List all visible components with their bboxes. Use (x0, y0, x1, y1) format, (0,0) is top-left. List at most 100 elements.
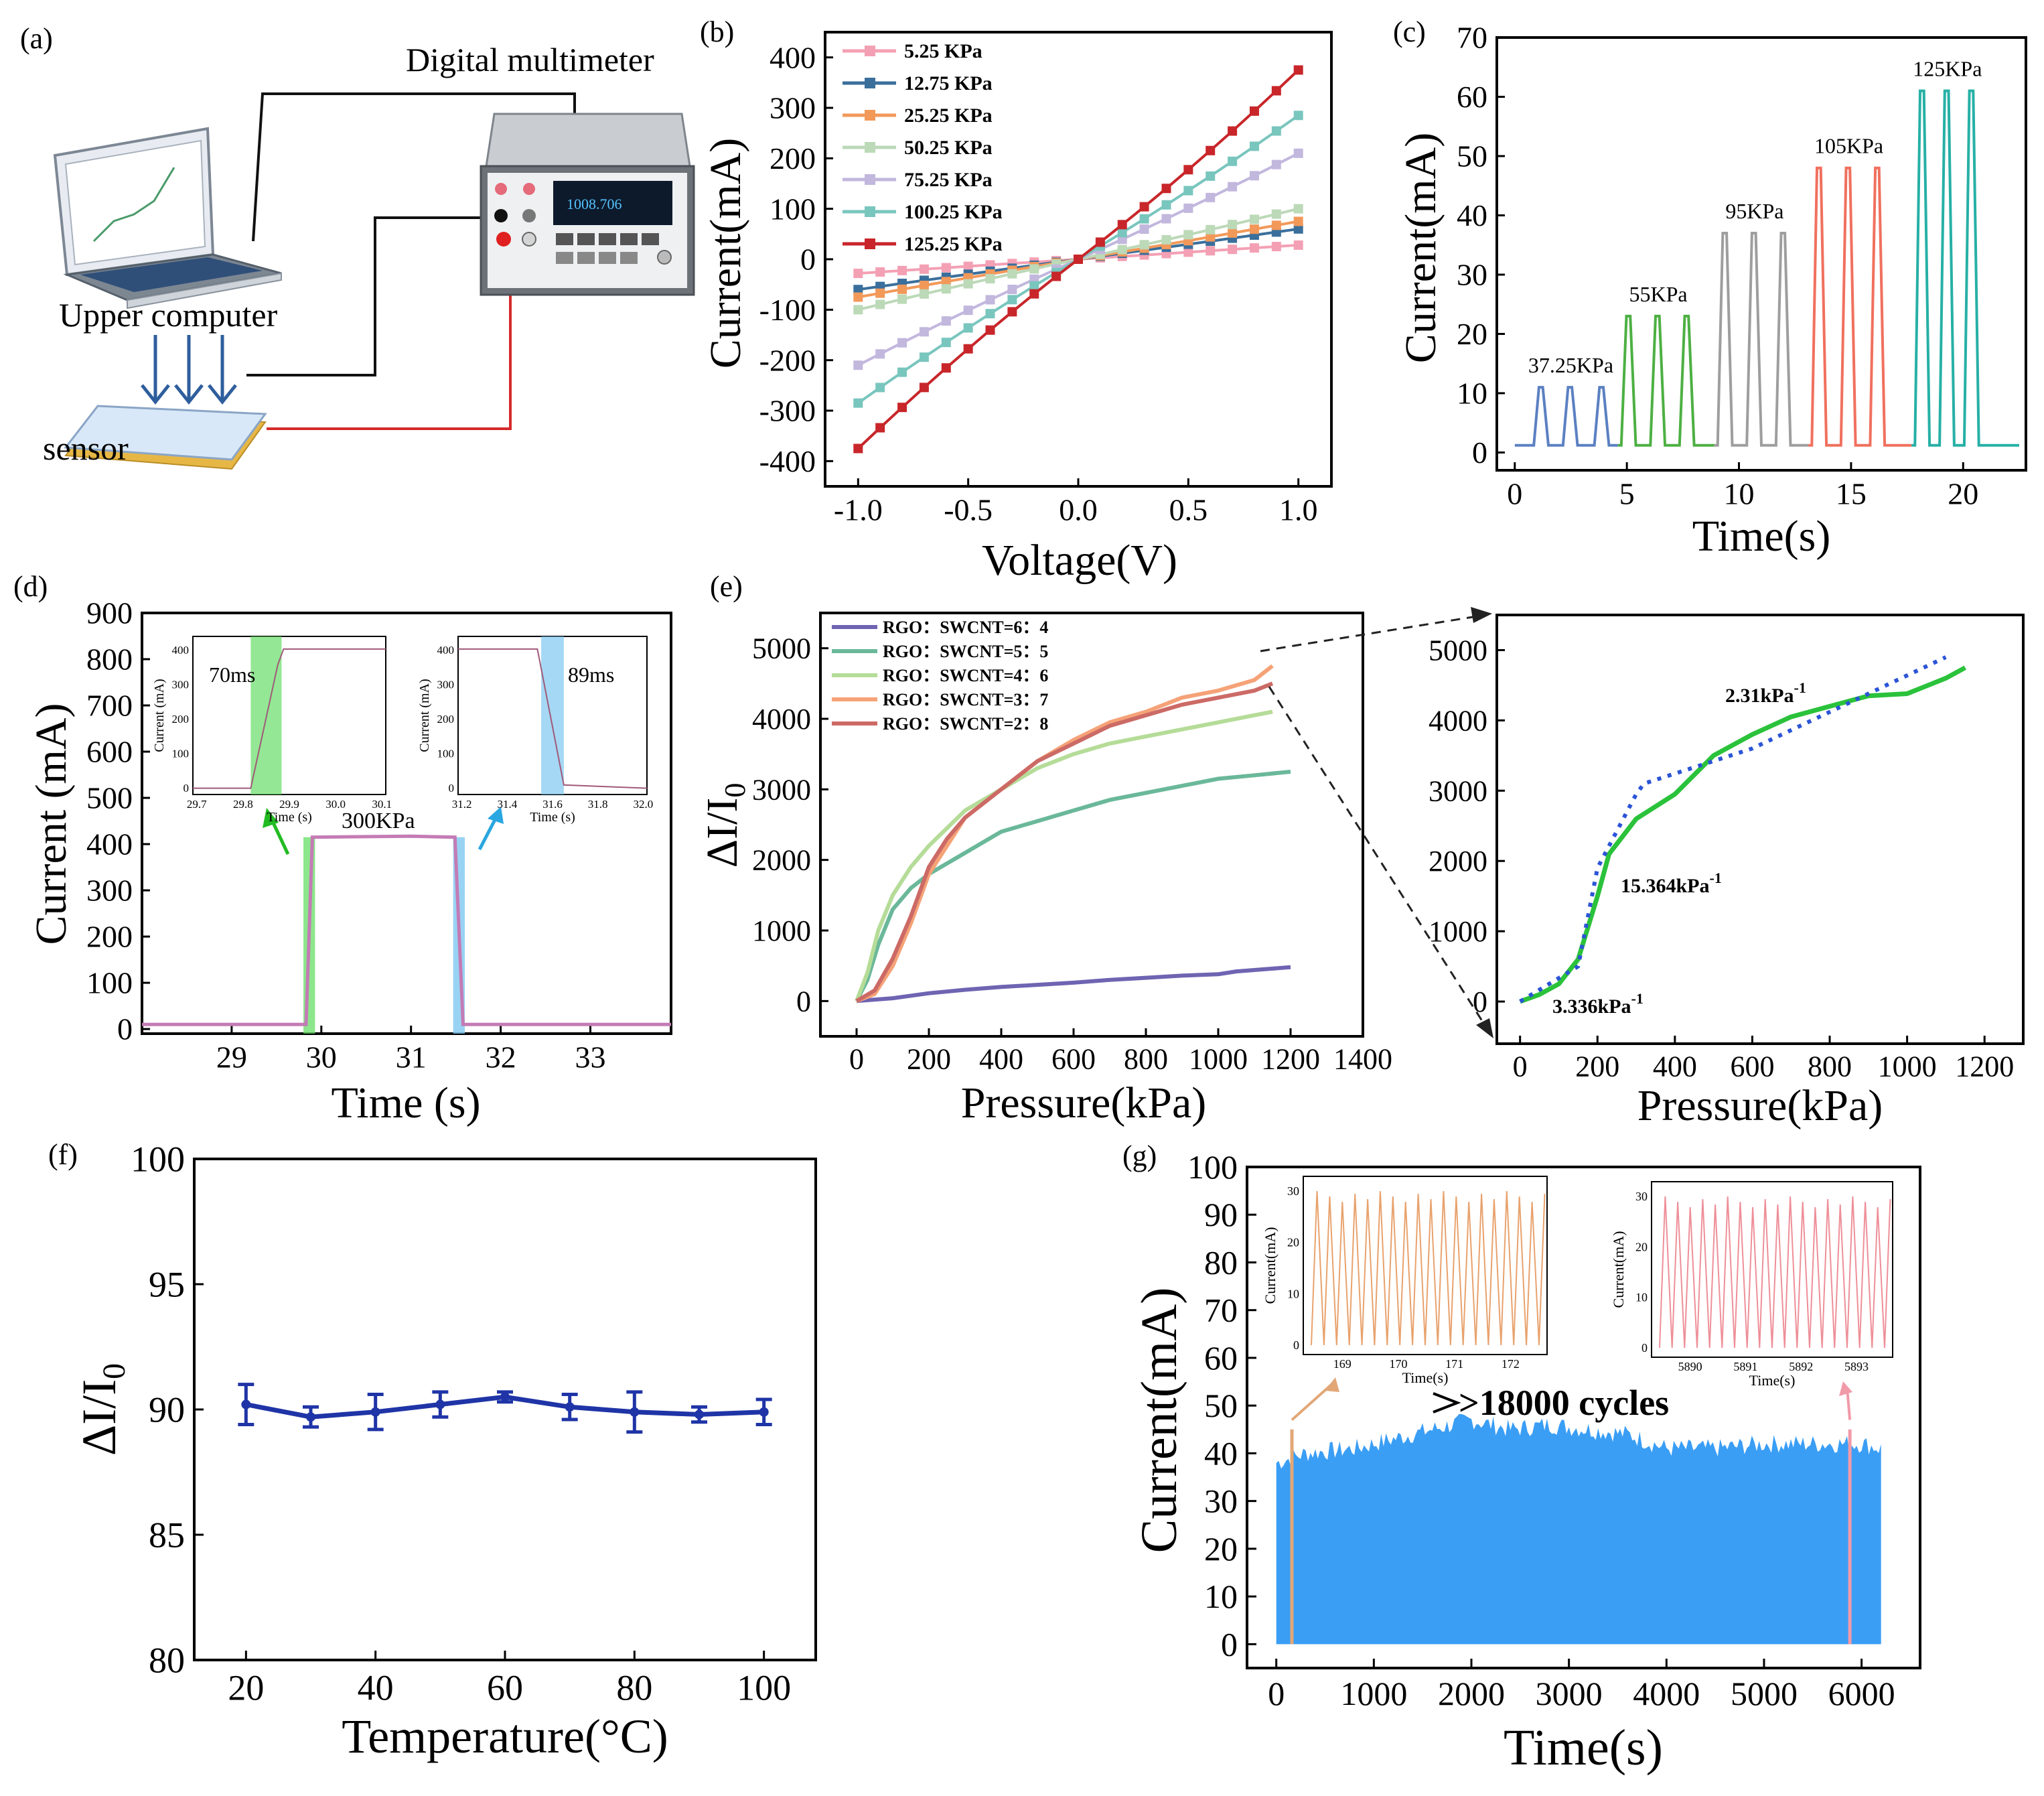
g-inset-left-trace (1311, 1190, 1546, 1346)
chart-b-point (1271, 209, 1281, 219)
e-ytick-label: 1000 (752, 914, 811, 947)
chart-e2-fit-line (1519, 655, 1947, 1004)
chart-b-point (1183, 203, 1193, 213)
chart-c-group-label: 105KPa (1814, 134, 1883, 158)
e-ytick-label: 2000 (752, 844, 811, 877)
chart-f-ylabel: ΔI/I0 (72, 1363, 132, 1456)
chart-f-xticks: 20 40 60 80 100 (228, 1651, 791, 1708)
e-ytick-label: 3000 (752, 773, 811, 806)
chart-b-legend-label: 125.25 KPa (904, 233, 1003, 255)
g-ytick-label: 10 (1204, 1578, 1238, 1615)
chart-b-point (1029, 289, 1039, 299)
chart-d-rise-time: 70ms (209, 663, 255, 687)
g-xtick-label: 3000 (1536, 1675, 1603, 1712)
d-inset-left-xtick-label: 30.0 (325, 798, 346, 811)
e2-xtick-label: 0 (1513, 1050, 1528, 1083)
b-ytick-label: -200 (759, 343, 816, 377)
chart-c-group-label: 55KPa (1629, 282, 1687, 306)
wire-sensor-meter-red (267, 238, 512, 430)
chart-b-point (919, 327, 929, 337)
chart-b-point (875, 383, 885, 393)
d-inset-right-ytick-label: 100 (437, 748, 455, 760)
chart-b-point (1007, 295, 1017, 305)
chart-e-legend: RGO：SWCNT=6：4 RGO：SWCNT=5：5 RGO：SWCNT=4：6 R… (832, 618, 1048, 734)
chart-b-legend-label: 25.25 KPa (904, 105, 993, 127)
c-ytick-label: 20 (1457, 317, 1487, 351)
chart-d-inset-right: 31.2 31.4 31.6 31.8 32.0 0 100 200 300 400 Time (s… (417, 636, 653, 825)
chart-b-point (1293, 204, 1303, 214)
chart-e2-annotation-3-sup: -1 (1794, 679, 1806, 696)
panel-label-f: (f) (48, 1138, 78, 1171)
panel-d: (d) 0 100 200 300 400 500 600 700 800 900 29 30 31 3… (13, 570, 672, 1127)
c-ytick-label: 10 (1457, 376, 1487, 411)
chart-b-point (1271, 126, 1281, 136)
e2-ytick-label: 1000 (1429, 915, 1487, 948)
chart-b-point (1029, 281, 1039, 291)
chart-d-xticks: 29 30 31 32 33 (216, 1026, 605, 1075)
chart-c-group-line (1617, 314, 1714, 447)
c-xtick-label: 10 (1724, 477, 1755, 511)
b-ytick-label: 400 (770, 40, 816, 74)
chart-b-point (1293, 65, 1303, 75)
chart-c-yticks: 0 10 20 30 40 50 60 70 (1457, 21, 1505, 470)
chart-b-point (1206, 192, 1216, 202)
chart-g-cycles-label: >18000 cycles (1459, 1383, 1669, 1423)
chart-e-series-line (855, 770, 1291, 1002)
g-ytick-label: 20 (1204, 1530, 1238, 1568)
chart-d-arrow-blue (478, 815, 499, 851)
b-ytick-label: 300 (770, 91, 816, 125)
chart-b-point (1051, 271, 1062, 281)
chart-f-point (630, 1407, 640, 1417)
g-inset-right-ytick-label: 20 (1635, 1240, 1648, 1253)
b-xtick-label: 0.5 (1169, 493, 1208, 527)
chart-b-point (1228, 126, 1238, 136)
chart-c-group-line (1514, 386, 1618, 447)
chart-g-cycle-area (1276, 1413, 1881, 1645)
wire-sensor-meter-black (246, 216, 504, 376)
chart-d-pressure-label: 300KPa (342, 809, 415, 833)
g-inset-right-xtick-label: 5893 (1844, 1360, 1869, 1373)
chart-b-point (1271, 86, 1281, 96)
chart-b-point (1293, 148, 1303, 158)
g-xtick-label: 5000 (1731, 1675, 1798, 1712)
d-inset-left-xtick-label: 30.1 (372, 798, 392, 811)
chart-b-xticks: -1.0 -0.5 0.0 0.5 1.0 (834, 478, 1317, 527)
chart-b-point (1228, 228, 1238, 238)
chart-d-ylabel: Current (mA) (27, 703, 76, 945)
chart-f-point (370, 1407, 380, 1417)
zoom-arrow-top (1260, 614, 1486, 652)
chart-e-legend-label: RGO：SWCNT=6：4 (883, 618, 1048, 637)
multimeter-display: 1008.706 (567, 196, 622, 212)
chart-b-point (1271, 242, 1281, 252)
chart-g-xticks: 0 1000 2000 3000 4000 5000 6000 (1268, 1659, 1895, 1712)
g-inset-left-ytick-label: 30 (1287, 1184, 1299, 1198)
d-ytick-label: 600 (86, 735, 133, 769)
g-inset-left-xlabel: Time(s) (1402, 1369, 1449, 1386)
chart-b-point (1249, 141, 1259, 151)
chart-c-group-line (1714, 232, 1809, 447)
chart-f-series (238, 1383, 772, 1434)
g-inset-right-xtick-label: 5890 (1678, 1360, 1702, 1373)
chart-b-point (1117, 228, 1127, 238)
chart-d-xlabel: Time (s) (331, 1079, 480, 1127)
chart-b-point (1161, 214, 1171, 224)
d-inset-right-xtick-label: 31.4 (497, 798, 517, 811)
chart-b-point (919, 264, 929, 274)
chart-g-xlabel: Time(s) (1504, 1720, 1663, 1776)
e2-ytick-label: 0 (1473, 985, 1487, 1018)
chart-c-group-label: 37.25KPa (1528, 353, 1613, 377)
g-ytick-label: 90 (1204, 1196, 1238, 1233)
chart-b-point (1271, 220, 1281, 230)
d-inset-left-ytick-label: 400 (172, 644, 190, 657)
d-xtick-label: 31 (396, 1040, 427, 1075)
e-xtick-label: 1000 (1189, 1042, 1248, 1075)
chart-b-point (1139, 240, 1149, 250)
f-ytick-label: 100 (131, 1139, 185, 1179)
chart-b-legend-marker (865, 46, 875, 56)
chart-g-arrowhead-left (1325, 1377, 1339, 1392)
d-inset-right-xlabel: Time (s) (530, 810, 575, 825)
chart-b-point (919, 289, 929, 299)
chart-b-point (1249, 224, 1259, 234)
e-ytick-label: 5000 (752, 632, 811, 665)
